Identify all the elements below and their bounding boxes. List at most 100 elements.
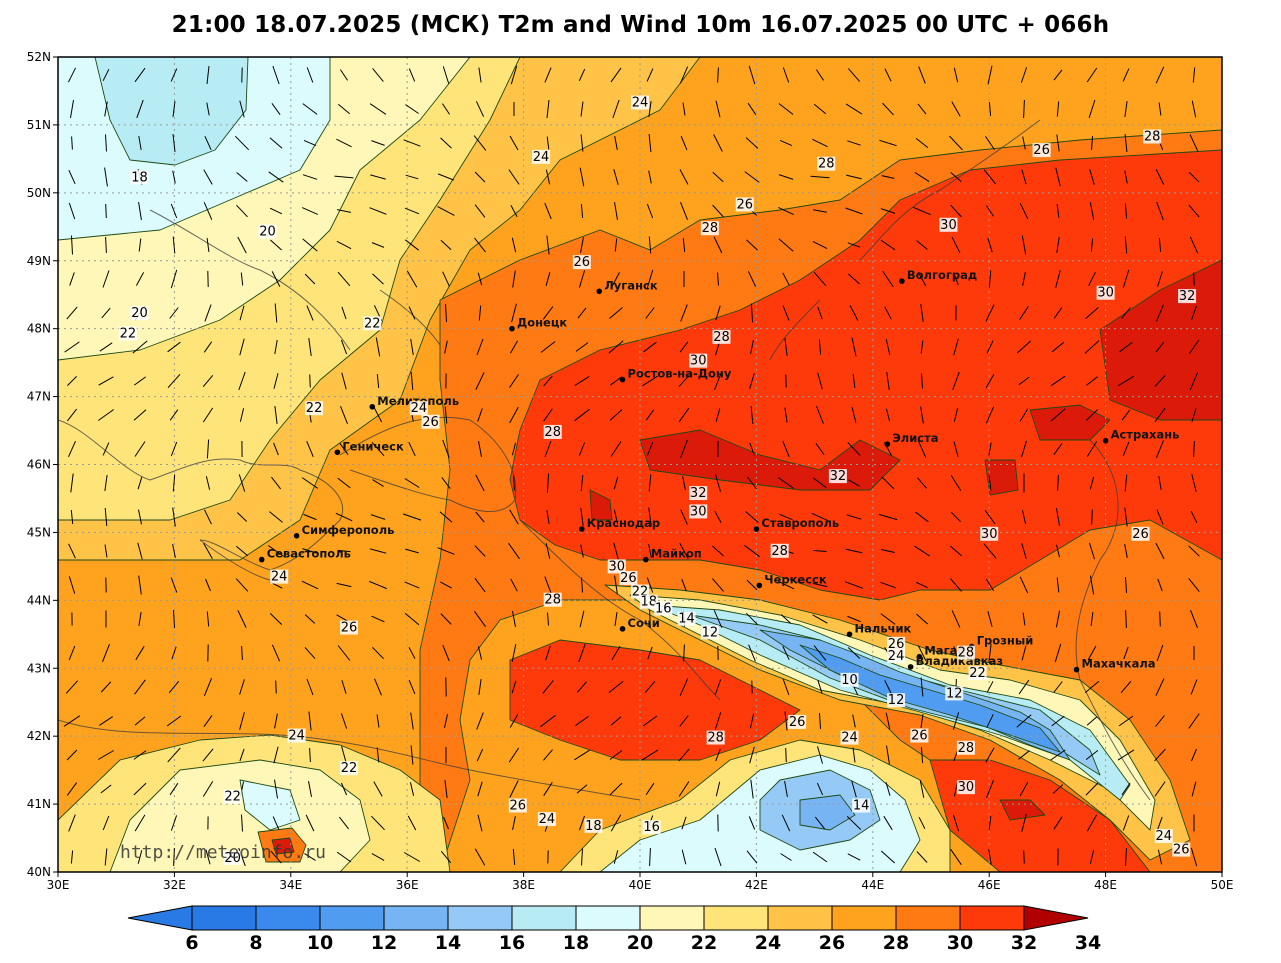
wind-vector [647,646,653,660]
wind-vector [171,646,177,660]
wind-vector [339,69,349,81]
wind-vector [715,305,721,321]
wind-vector [715,474,721,492]
wind-vector [1158,476,1162,490]
city-dot [293,533,300,539]
wind-vector [951,236,961,254]
wind-vector [1122,269,1130,289]
wind-vector [239,408,245,422]
wind-vector [371,140,385,146]
contour-label: 30 [958,780,975,795]
wind-vector [1053,69,1063,81]
wind-vector [1086,716,1098,726]
wind-vector [68,169,76,185]
wind-vector [509,714,519,728]
wind-vector [1121,782,1131,796]
wind-vector [883,815,893,831]
wind-vector [886,372,890,390]
wind-vector [578,442,586,456]
wind-vector [1155,678,1165,696]
wind-vector [66,782,78,796]
wind-vector [812,582,828,588]
wind-vector [784,781,788,797]
wind-vector [437,547,455,555]
wind-vector [950,475,962,491]
colorbar-segment [831,905,897,931]
wind-vector [1190,510,1198,524]
wind-vector [1155,169,1165,185]
wind-vector [747,102,757,116]
contour-label: 32 [830,469,847,484]
wind-vector [1118,375,1134,387]
wind-vector [133,750,147,760]
wind-vector [1018,679,1030,695]
colorbar-segment [255,905,321,931]
wind-vector [884,680,892,694]
contour-label: 18 [131,170,148,185]
wind-vector [1089,575,1095,595]
wind-vector [913,206,931,216]
wind-vector [1089,850,1095,864]
wind-vector [915,581,929,589]
wind-vector [1191,474,1197,492]
wind-vector [845,207,863,215]
contour-label: 24 [271,570,288,585]
wind-vector [70,473,74,493]
wind-vector [336,240,352,250]
longitude-label: 46E [978,878,1001,892]
wind-vector [750,405,754,425]
wind-vector [274,779,278,799]
wind-vector [169,782,179,796]
wind-vector [1055,270,1061,288]
wind-vector [170,815,178,831]
wind-vector [474,545,486,557]
wind-vector [950,545,962,557]
wind-vector [988,475,992,491]
wind-vector [544,202,552,220]
wind-vector [1050,408,1066,422]
wind-vector [137,850,143,864]
wind-vector [683,644,685,662]
wind-vector [547,612,549,626]
wind-vector [172,101,176,117]
wind-vector [206,238,210,252]
wind-vector [304,853,316,861]
colorbar-segment [319,905,385,931]
wind-vector [613,169,619,185]
wind-vector [271,103,281,115]
wind-vector [167,747,181,763]
wind-vector [68,814,76,832]
wind-vector [1086,376,1098,386]
wind-vector [715,781,721,797]
wind-vector [1188,545,1200,557]
wind-vector [781,814,791,832]
wind-vector [408,68,416,82]
wind-vector [512,611,516,627]
wind-vector [920,406,924,424]
wind-vector [579,167,585,187]
wind-vector [170,269,178,289]
city-dot [369,403,376,410]
wind-vector [546,136,550,150]
wind-vector [173,847,175,867]
wind-vector [235,578,249,592]
wind-vector [646,68,654,82]
wind-vector [645,307,655,319]
wind-vector [1155,542,1165,560]
wind-vector [70,509,74,525]
wind-vector [542,306,554,320]
wind-vector [476,712,484,730]
contour-label: 20 [131,306,148,321]
wind-vector [714,511,722,523]
wind-vector [274,713,278,729]
contour-label: 14 [853,798,870,813]
wind-vector [648,474,652,492]
wind-vector [337,271,351,287]
wind-vector [302,238,318,252]
wind-vector [579,815,585,831]
wind-vector [1125,847,1127,867]
wind-vector [950,204,962,218]
wind-vector [306,678,314,696]
contour-label: 20 [224,851,241,866]
wind-vector [645,782,655,796]
